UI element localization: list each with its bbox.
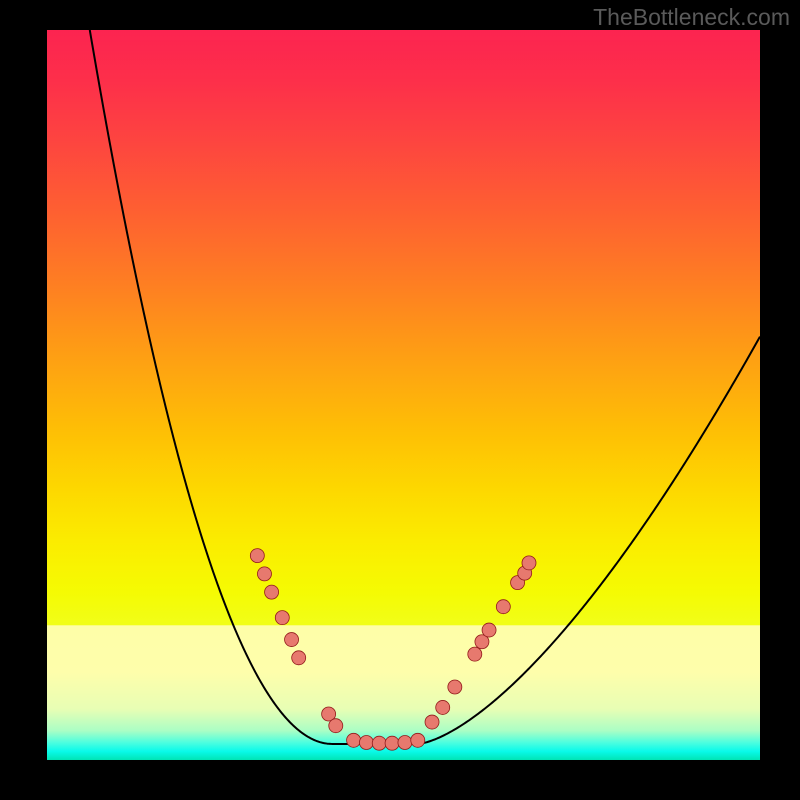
data-marker xyxy=(265,585,279,599)
data-marker xyxy=(257,567,271,581)
data-marker xyxy=(398,735,412,749)
data-marker xyxy=(292,651,306,665)
data-marker xyxy=(425,715,439,729)
data-marker xyxy=(347,733,361,747)
data-marker xyxy=(285,633,299,647)
data-marker xyxy=(329,719,343,733)
chart-root: TheBottleneck.com xyxy=(0,0,800,800)
data-marker xyxy=(359,735,373,749)
chart-svg xyxy=(47,30,760,760)
data-marker xyxy=(250,549,264,563)
data-marker xyxy=(496,600,510,614)
plot-area xyxy=(47,30,760,760)
data-marker xyxy=(385,736,399,750)
data-marker xyxy=(468,647,482,661)
data-marker xyxy=(275,611,289,625)
data-marker xyxy=(372,736,386,750)
data-marker xyxy=(411,733,425,747)
gradient-background xyxy=(47,30,760,760)
watermark-text: TheBottleneck.com xyxy=(593,4,790,31)
data-marker xyxy=(482,623,496,637)
data-marker xyxy=(448,680,462,694)
data-marker xyxy=(522,556,536,570)
data-marker xyxy=(436,700,450,714)
